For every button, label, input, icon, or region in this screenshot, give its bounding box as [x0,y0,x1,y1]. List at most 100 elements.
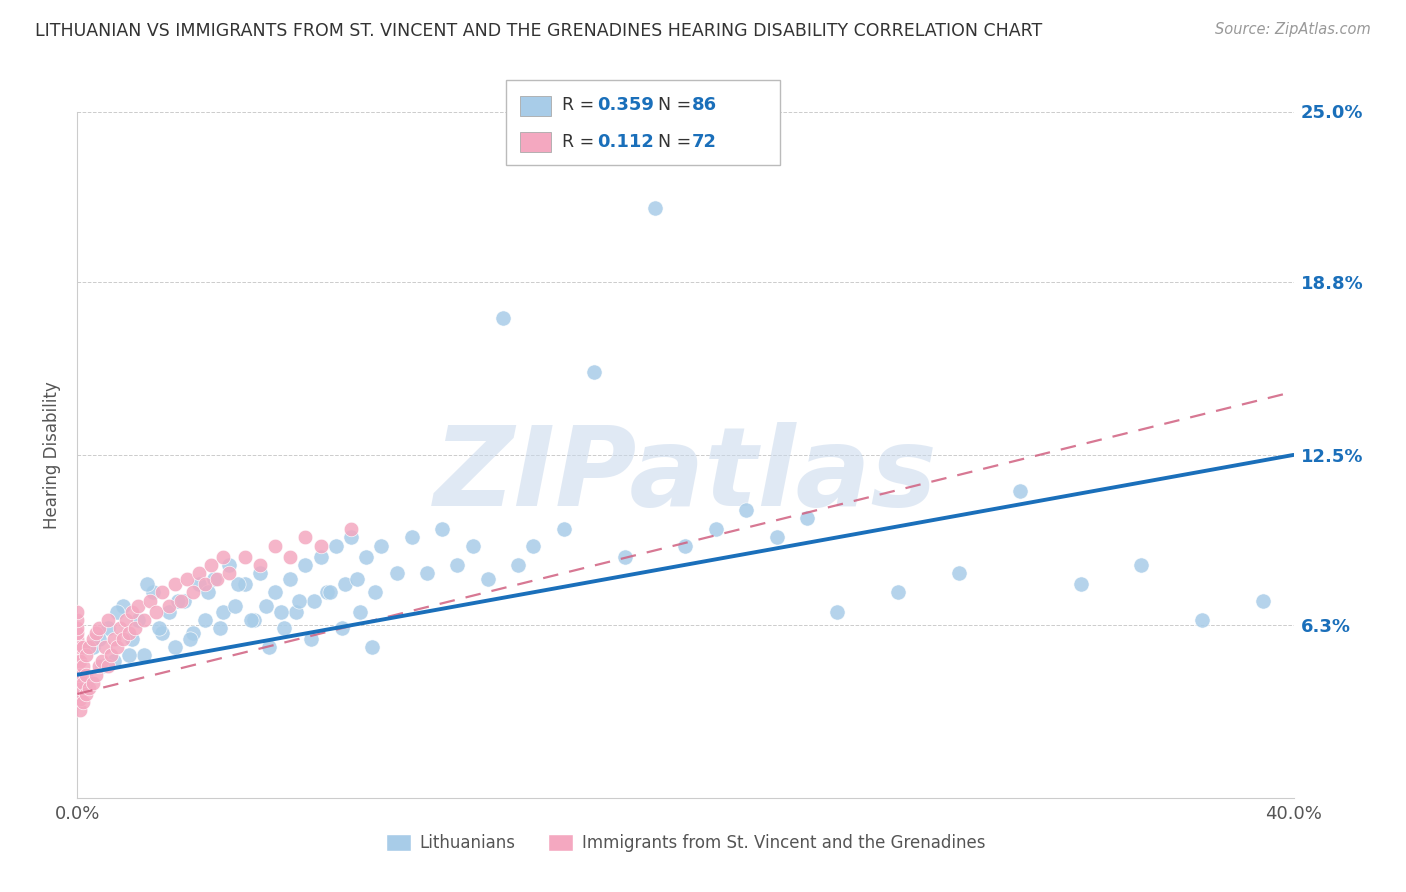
Point [233,549,256,564]
Point [364,585,387,599]
Point [613,549,636,564]
Point [127,613,149,627]
Point [349,605,371,619]
Point [124,621,146,635]
Point [294,530,316,544]
Point [66,626,89,640]
Point [257,640,280,655]
Point [69,681,91,696]
Point [461,539,484,553]
Point [354,549,377,564]
Point [84,626,107,640]
Point [315,585,337,599]
Point [75,687,97,701]
Point [72,695,94,709]
Point [401,530,423,544]
Point [346,572,368,586]
Point [105,640,128,655]
Point [340,530,363,544]
Point [249,566,271,580]
Point [152,585,174,599]
Point [288,593,311,607]
Point [270,605,292,619]
Point [264,539,287,553]
Point [285,605,308,619]
Point [142,585,165,599]
Point [827,605,849,619]
Text: R =: R = [562,133,606,151]
Point [134,613,156,627]
Point [134,648,156,663]
Point [181,585,204,599]
Point [430,522,453,536]
Point [179,632,201,646]
Point [264,585,287,599]
Point [108,621,131,635]
Point [212,549,235,564]
Point [309,549,332,564]
Point [200,558,222,572]
Text: 86: 86 [692,96,717,114]
Point [118,648,141,663]
Point [304,593,326,607]
Point [69,640,91,655]
Point [218,566,240,580]
Point [75,676,97,690]
Point [82,632,104,646]
Point [157,605,180,619]
Point [66,676,89,690]
Text: 0.359: 0.359 [598,96,654,114]
Text: 72: 72 [692,133,717,151]
Point [1251,593,1274,607]
Point [202,572,225,586]
Point [553,522,575,536]
Point [385,566,408,580]
Point [224,599,246,613]
Text: ZIPatlas: ZIPatlas [433,422,938,529]
Point [72,676,94,690]
Point [188,577,211,591]
Point [197,585,219,599]
Point [72,640,94,655]
Point [340,522,363,536]
Point [218,558,240,572]
Point [66,632,89,646]
Point [103,654,125,668]
Point [416,566,439,580]
Point [103,632,125,646]
Point [69,667,91,681]
Point [152,626,174,640]
Point [370,539,392,553]
Point [735,503,758,517]
Text: R =: R = [562,96,600,114]
Point [148,621,170,635]
Point [212,605,235,619]
Point [1130,558,1153,572]
Point [139,593,162,607]
Point [209,621,232,635]
Point [249,558,271,572]
Point [121,632,143,646]
Point [1008,483,1031,498]
Point [309,539,332,553]
Point [361,640,384,655]
Point [97,621,120,635]
Point [242,613,264,627]
Y-axis label: Hearing Disability: Hearing Disability [42,381,60,529]
Point [121,605,143,619]
Point [1070,577,1092,591]
Point [675,539,697,553]
Point [66,665,89,679]
Point [239,613,262,627]
Point [79,640,101,655]
Point [170,593,193,607]
Point [194,577,217,591]
Legend: Lithuanians, Immigrants from St. Vincent and the Grenadines: Lithuanians, Immigrants from St. Vincent… [380,827,991,859]
Point [765,530,787,544]
Text: N =: N = [658,133,697,151]
Point [66,681,89,696]
Point [205,572,228,586]
Point [105,605,128,619]
Point [66,659,89,673]
Point [163,640,186,655]
